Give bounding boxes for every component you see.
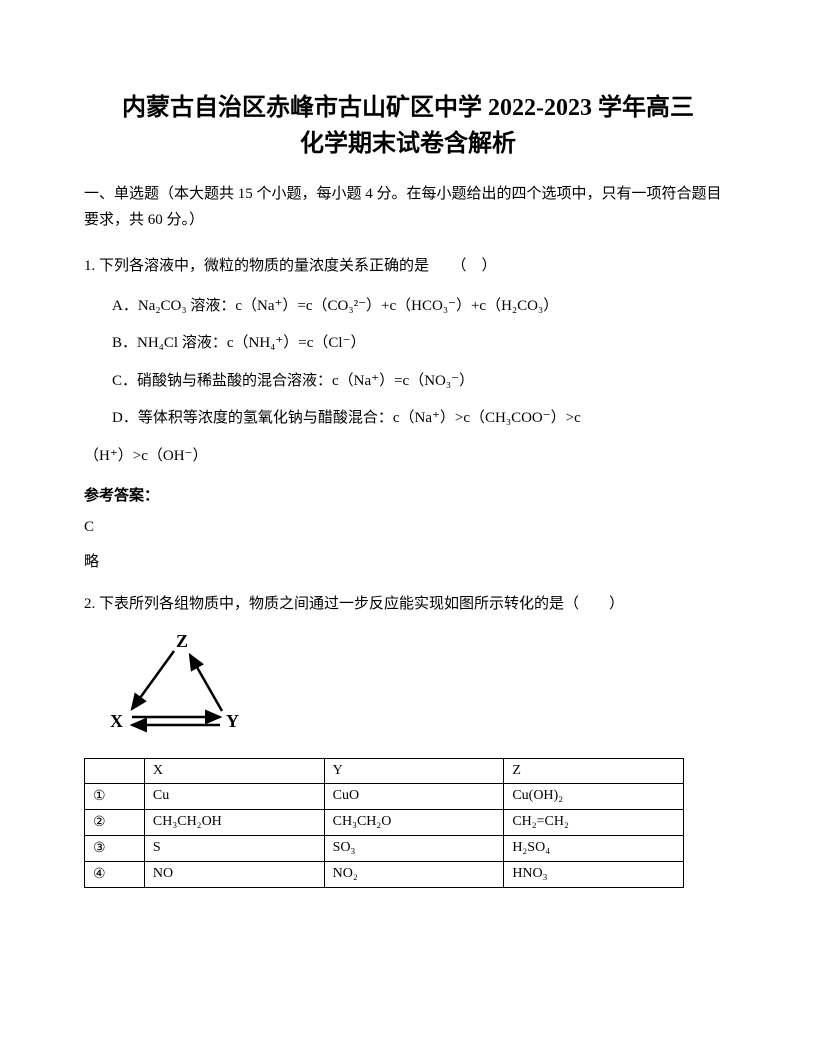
q1-option-a: A．Na₂CO₃ 溶液：c（Na⁺）=c（CO₃²⁻）+c（HCO₃⁻）+c（H… — [112, 291, 732, 323]
q1-option-d-line1: D．等体积等浓度的氢氧化钠与醋酸混合：c（Na⁺）>c（CH₃COO⁻）>c — [112, 403, 732, 435]
node-x-label: X — [110, 711, 123, 731]
exam-page: 内蒙古自治区赤峰市古山矿区中学 2022-2023 学年高三 化学期末试卷含解析… — [0, 0, 816, 928]
table-row: ② CH₃CH₂OH CH₃CH₂O CH₂=CH₂ — [85, 809, 684, 835]
table-row: ③ S SO₃ H₂SO₄ — [85, 835, 684, 861]
q2-triangle-diagram: Z X Y — [104, 629, 732, 744]
table-cell: CH₃CH₂O — [324, 809, 504, 835]
table-cell: Cu — [144, 783, 324, 809]
table-cell: S — [144, 835, 324, 861]
title-line-2: 化学期末试卷含解析 — [84, 126, 732, 162]
table-header-y: Y — [324, 758, 504, 783]
table-cell: H₂SO₄ — [504, 835, 684, 861]
q1-option-c: C．硝酸钠与稀盐酸的混合溶液：c（Na⁺）=c（NO₃⁻） — [112, 366, 732, 398]
table-header-x: X — [144, 758, 324, 783]
node-y-label: Y — [226, 711, 239, 731]
table-cell: Cu(OH)₂ — [504, 783, 684, 809]
table-cell: NO₂ — [324, 861, 504, 887]
exam-title: 内蒙古自治区赤峰市古山矿区中学 2022-2023 学年高三 化学期末试卷含解析 — [84, 90, 732, 162]
triangle-svg: Z X Y — [104, 629, 254, 739]
edge-y-to-z — [190, 655, 222, 711]
table-header-row: X Y Z — [85, 758, 684, 783]
q2-stem: 2. 下表所列各组物质中，物质之间通过一步反应能实现如图所示转化的是（ ） — [84, 589, 732, 621]
table-cell: ④ — [85, 861, 145, 887]
q1-option-d-line2: （H⁺）>c（OH⁻） — [84, 441, 732, 473]
answer-value: C — [84, 519, 732, 536]
edge-z-to-x — [132, 651, 174, 709]
table-cell: CuO — [324, 783, 504, 809]
table-cell: SO₃ — [324, 835, 504, 861]
table-cell: ② — [85, 809, 145, 835]
q1-option-b: B．NH₄Cl 溶液：c（NH₄⁺）=c（Cl⁻） — [112, 328, 732, 360]
title-line-1: 内蒙古自治区赤峰市古山矿区中学 2022-2023 学年高三 — [84, 90, 732, 126]
table-header-blank — [85, 758, 145, 783]
node-z-label: Z — [176, 631, 188, 651]
table-cell: CH₂=CH₂ — [504, 809, 684, 835]
q2-table: X Y Z ① Cu CuO Cu(OH)₂ ② CH₃CH₂OH CH₃CH₂… — [84, 758, 684, 888]
section-header: 一、单选题（本大题共 15 个小题，每小题 4 分。在每小题给出的四个选项中，只… — [84, 182, 732, 233]
answer-label: 参考答案： — [84, 484, 732, 505]
table-cell: ③ — [85, 835, 145, 861]
table-cell: CH₃CH₂OH — [144, 809, 324, 835]
table-cell: ① — [85, 783, 145, 809]
table-header-z: Z — [504, 758, 684, 783]
table-row: ④ NO NO₂ HNO₃ — [85, 861, 684, 887]
table-cell: HNO₃ — [504, 861, 684, 887]
table-cell: NO — [144, 861, 324, 887]
answer-note: 略 — [84, 550, 732, 571]
q1-stem: 1. 下列各溶液中，微粒的物质的量浓度关系正确的是 （ ） — [84, 251, 732, 283]
table-row: ① Cu CuO Cu(OH)₂ — [85, 783, 684, 809]
